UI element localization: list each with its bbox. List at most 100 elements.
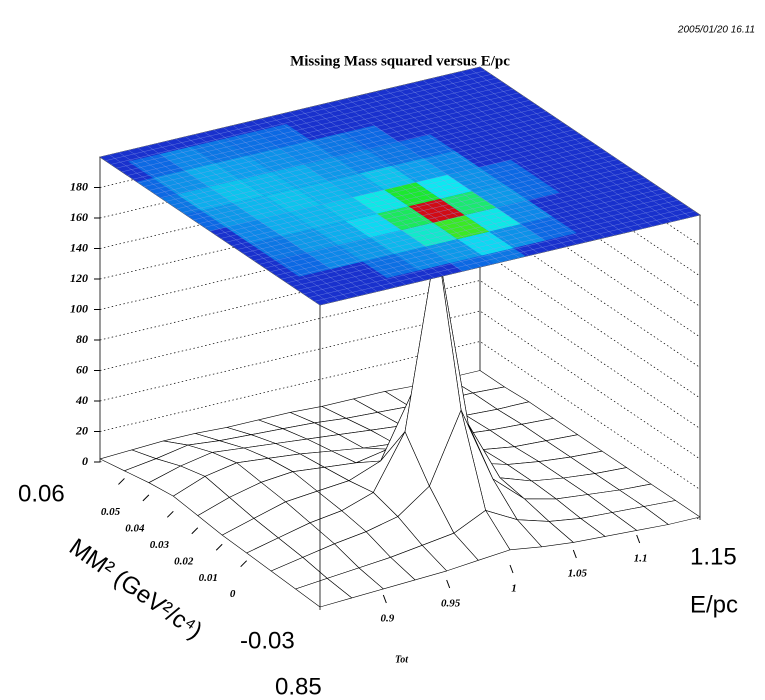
y-tick-label: 0.03: [150, 539, 170, 551]
top-mesh: [165, 111, 547, 202]
top-cell: [394, 246, 451, 271]
y-tick: [118, 478, 125, 485]
top-cell: [574, 141, 615, 162]
top-cell: [423, 150, 480, 175]
top-mesh: [149, 100, 530, 191]
top-cell: [549, 124, 590, 145]
top-cell: [525, 108, 566, 129]
top-cell: [542, 144, 599, 169]
chart-title: Missing Mass squared versus E/pc: [290, 53, 510, 69]
top-mesh: [337, 100, 558, 249]
top-cell: [296, 180, 353, 205]
y-tick: [215, 543, 223, 551]
top-cell: [257, 212, 314, 237]
top-cell: [225, 219, 282, 244]
top-cell: [376, 206, 434, 231]
top-cell: [486, 135, 543, 160]
top-cell: [136, 177, 177, 199]
timestamp: 2005/01/20 16.11: [677, 25, 755, 36]
top-cell: [520, 216, 577, 241]
top-cell: [233, 195, 290, 220]
top-mesh: [132, 89, 514, 180]
x-tick: [572, 549, 577, 559]
top-cell: [271, 164, 329, 189]
top-mesh: [171, 114, 552, 206]
top-mesh: [154, 103, 536, 195]
z-tick-label: 20: [75, 423, 88, 437]
top-cell: [330, 261, 387, 286]
z-tick-label: 80: [76, 332, 88, 346]
y-tick: [191, 527, 199, 535]
top-mesh: [403, 84, 625, 234]
top-cell: [307, 293, 336, 305]
top-cell: [432, 70, 477, 87]
top-cell: [299, 269, 356, 293]
z-tick-label: 100: [70, 301, 88, 315]
top-cell: [283, 276, 324, 297]
x-tick-label: 1.05: [568, 568, 588, 580]
top-mesh: [432, 78, 653, 227]
top-mesh: [110, 74, 492, 165]
top-mesh: [327, 102, 549, 252]
top-cell: [671, 206, 700, 219]
top-cell: [147, 138, 192, 154]
top-cell: [250, 236, 307, 261]
top-cell: [623, 173, 664, 195]
z-tick-label: 180: [70, 179, 88, 193]
y-tick: [240, 560, 248, 568]
top-mesh: [479, 66, 701, 216]
x-tick: [382, 594, 387, 604]
top-mesh: [198, 133, 580, 224]
z-tick-label: 120: [70, 271, 88, 285]
y-axis-title: MM² (GeV²/c⁴): [64, 533, 207, 644]
top-cell: [518, 128, 575, 153]
z-tick-label: 40: [75, 393, 88, 407]
top-cell: [510, 152, 567, 177]
top-cell: [318, 109, 375, 133]
x-tick-label: 0.95: [441, 598, 461, 610]
top-cell: [489, 224, 546, 248]
top-cell: [258, 260, 300, 281]
x-tick: [446, 579, 451, 589]
top-mesh: [138, 92, 519, 184]
z-tick-label: 0: [82, 454, 88, 468]
surface-cell: [295, 578, 353, 608]
y-tick-label: 0: [230, 588, 236, 600]
top-mesh: [121, 81, 503, 172]
top-cell: [281, 228, 339, 253]
top-cell: [366, 141, 424, 166]
top-cell: [535, 168, 592, 193]
top-cell: [201, 203, 258, 228]
top-cell: [398, 134, 455, 159]
top-cell: [476, 75, 517, 96]
top-cell: [223, 131, 280, 156]
top-cell: [100, 153, 129, 166]
top-mesh: [143, 96, 525, 187]
top-mesh: [116, 77, 497, 169]
top-mesh: [394, 87, 615, 236]
top-mesh: [356, 96, 577, 245]
top-mesh: [365, 93, 587, 243]
top-cell: [440, 191, 497, 216]
top-cell: [415, 174, 472, 199]
top-mesh: [470, 69, 691, 218]
top-mesh: [299, 109, 520, 258]
z-tick-label: 60: [76, 362, 88, 376]
x-tick-label: 1.1: [634, 553, 648, 565]
x-axis-subtitle: Tot: [395, 654, 409, 665]
top-mesh: [187, 126, 569, 217]
x-limit-label: 0.85: [275, 673, 322, 700]
top-mesh: [375, 91, 596, 240]
top-cell: [500, 91, 542, 112]
top-mesh: [160, 107, 541, 198]
top-cell: [349, 101, 406, 126]
z-tick-label: 160: [70, 210, 88, 224]
top-mesh: [204, 137, 585, 228]
surface: [99, 240, 701, 610]
top-cell: [647, 190, 688, 211]
top-cell: [425, 239, 482, 263]
x-limit-label: 1.15: [690, 543, 737, 570]
top-cell: [234, 243, 275, 264]
top-cell: [320, 197, 377, 222]
